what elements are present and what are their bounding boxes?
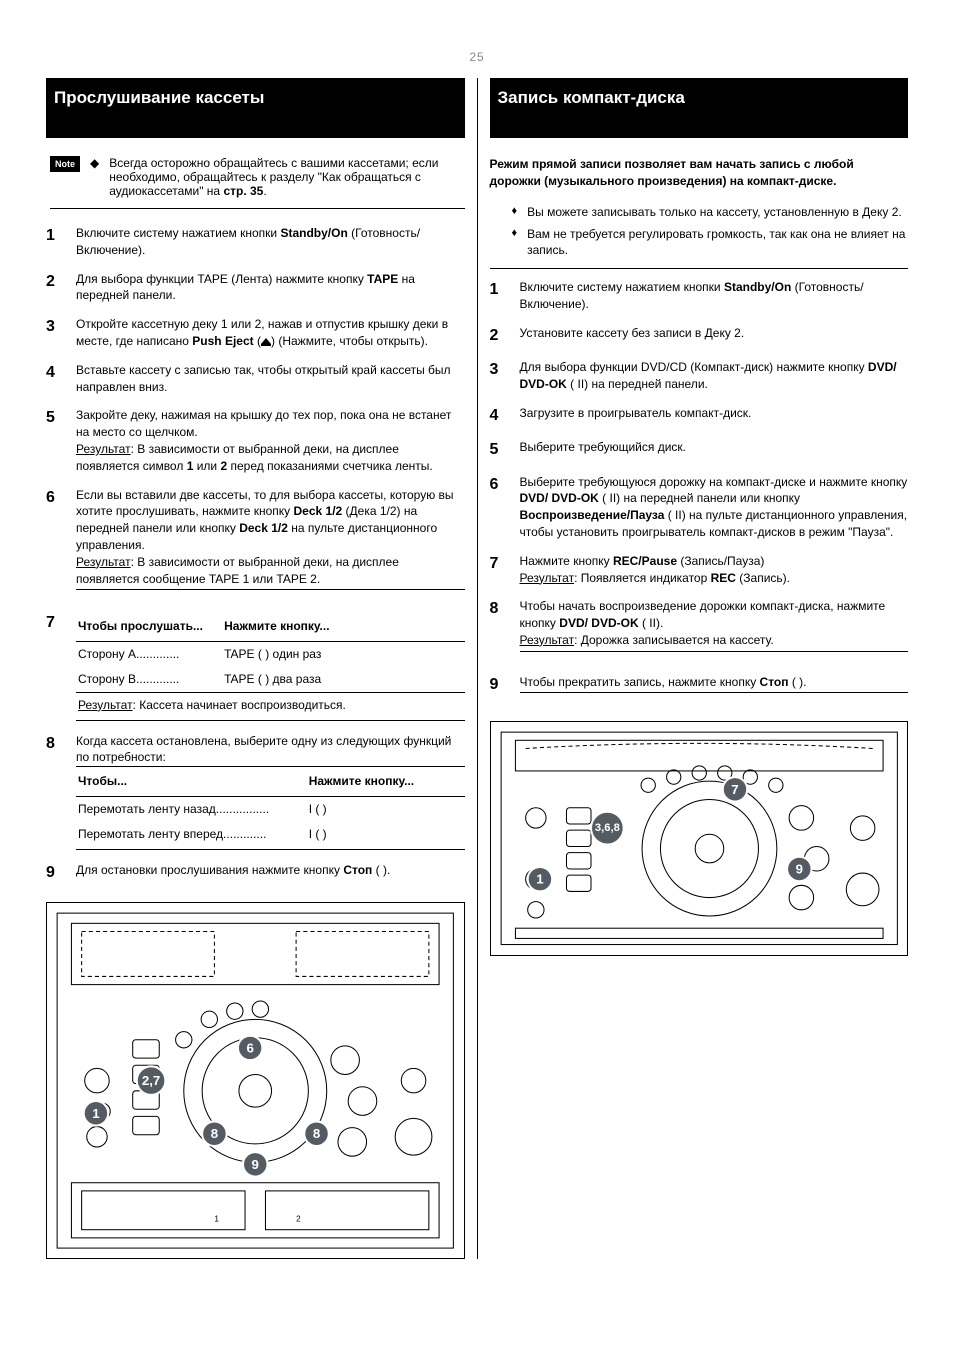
step-2: Для выбора функции TAPE (Лента) нажмите …: [46, 271, 465, 305]
note-tag: Note: [50, 156, 80, 172]
table-head: Чтобы прослушать... Нажмите кнопку...: [76, 612, 465, 642]
svg-text:1: 1: [92, 1106, 100, 1121]
intro-bullets: Вы можете записывать только на кассету, …: [512, 204, 909, 259]
step-8: Чтобы начать воспроизведение дорожки ком…: [490, 598, 909, 661]
svg-text:6: 6: [246, 1040, 253, 1055]
step-9: Для остановки прослушивания нажмите кноп…: [46, 862, 465, 884]
right-steps: Включите систему нажатием кнопки Standby…: [490, 279, 909, 703]
page-number: 25: [46, 50, 908, 64]
svg-text:1: 1: [214, 1214, 219, 1223]
right-device-figure: 1 3,6,8 7 9: [490, 721, 909, 956]
step-9: Чтобы прекратить запись, нажмите кнопку …: [490, 674, 909, 704]
table-row: Сторону А............. TAPE ( ) один раз: [76, 642, 465, 667]
table-foot: Результат: Кассета начинает воспроизводи…: [76, 692, 465, 721]
step-3: Для выбора функции DVD/CD (Компакт-диск)…: [490, 359, 909, 393]
svg-text:8: 8: [313, 1126, 320, 1141]
list-item: Вы можете записывать только на кассету, …: [512, 204, 909, 220]
table-row: Перемотать ленту назад................ I…: [76, 797, 465, 822]
step-1: Включите систему нажатием кнопки Standby…: [46, 225, 465, 259]
device-diagram: 1 2 1 2,7 6 8 8 9: [51, 907, 460, 1254]
step-7: Нажмите кнопку REC/Pause (Запись/Пауза) …: [490, 553, 909, 587]
right-section-title: Запись компакт-диска: [490, 78, 909, 138]
step-7: Чтобы прослушать... Нажмите кнопку... Ст…: [46, 612, 465, 720]
divider: [76, 589, 465, 590]
divider: [520, 692, 909, 693]
step-4: Вставьте кассету с записью так, чтобы от…: [46, 362, 465, 396]
list-item: Вам не требуется регулировать громкость,…: [512, 226, 909, 258]
diamond-bullet-icon: ◆: [90, 156, 99, 170]
step-4: Загрузите в проигрыватель компакт-диск.: [490, 405, 909, 427]
note-block: Note ◆ Всегда осторожно обращайтесь с ва…: [50, 156, 465, 209]
step-2: Установите кассету без записи в Деку 2.: [490, 325, 909, 347]
left-column: Прослушивание кассеты Note ◆ Всегда осто…: [46, 78, 465, 1259]
left-section-title: Прослушивание кассеты: [46, 78, 465, 138]
svg-text:8: 8: [211, 1126, 218, 1141]
device-diagram: 1 3,6,8 7 9: [495, 726, 904, 951]
table-row: Сторону В............. TAPE ( ) два раза: [76, 667, 465, 692]
note-text: Всегда осторожно обращайтесь с вашими ка…: [109, 156, 464, 198]
svg-text:1: 1: [536, 872, 544, 887]
divider: [520, 651, 909, 652]
svg-text:3,6,8: 3,6,8: [594, 823, 619, 835]
divider: [490, 268, 909, 269]
step-3: Откройте кассетную деку 1 или 2, нажав и…: [46, 316, 465, 350]
svg-text:9: 9: [252, 1157, 259, 1172]
eject-icon: [261, 338, 271, 344]
left-device-figure: 1 2 1 2,7 6 8 8 9: [46, 902, 465, 1259]
svg-text:9: 9: [795, 862, 802, 877]
intro-paragraph: Режим прямой записи позволяет вам начать…: [490, 156, 909, 190]
step-5: Выберите требующийся диск.: [490, 439, 909, 461]
left-steps: Включите систему нажатием кнопки Standby…: [46, 225, 465, 884]
svg-text:2: 2: [296, 1214, 301, 1223]
step-5: Закройте деку, нажимая на крышку до тех …: [46, 407, 465, 474]
step-6: Выберите требующуюся дорожку на компакт-…: [490, 474, 909, 541]
step-1: Включите систему нажатием кнопки Standby…: [490, 279, 909, 313]
table-row: Перемотать ленту вперед............. I (…: [76, 822, 465, 850]
right-column: Запись компакт-диска Режим прямой записи…: [477, 78, 909, 1259]
step-6: Если вы вставили две кассеты, то для выб…: [46, 487, 465, 601]
step-8: Когда кассета остановлена, выберите одну…: [46, 733, 465, 850]
table-head: Чтобы... Нажмите кнопку...: [76, 766, 465, 797]
page: 25 Прослушивание кассеты Note ◆ Всегда о…: [0, 0, 954, 1299]
svg-text:2,7: 2,7: [142, 1073, 160, 1088]
svg-text:7: 7: [731, 782, 738, 797]
two-column-layout: Прослушивание кассеты Note ◆ Всегда осто…: [46, 78, 908, 1259]
